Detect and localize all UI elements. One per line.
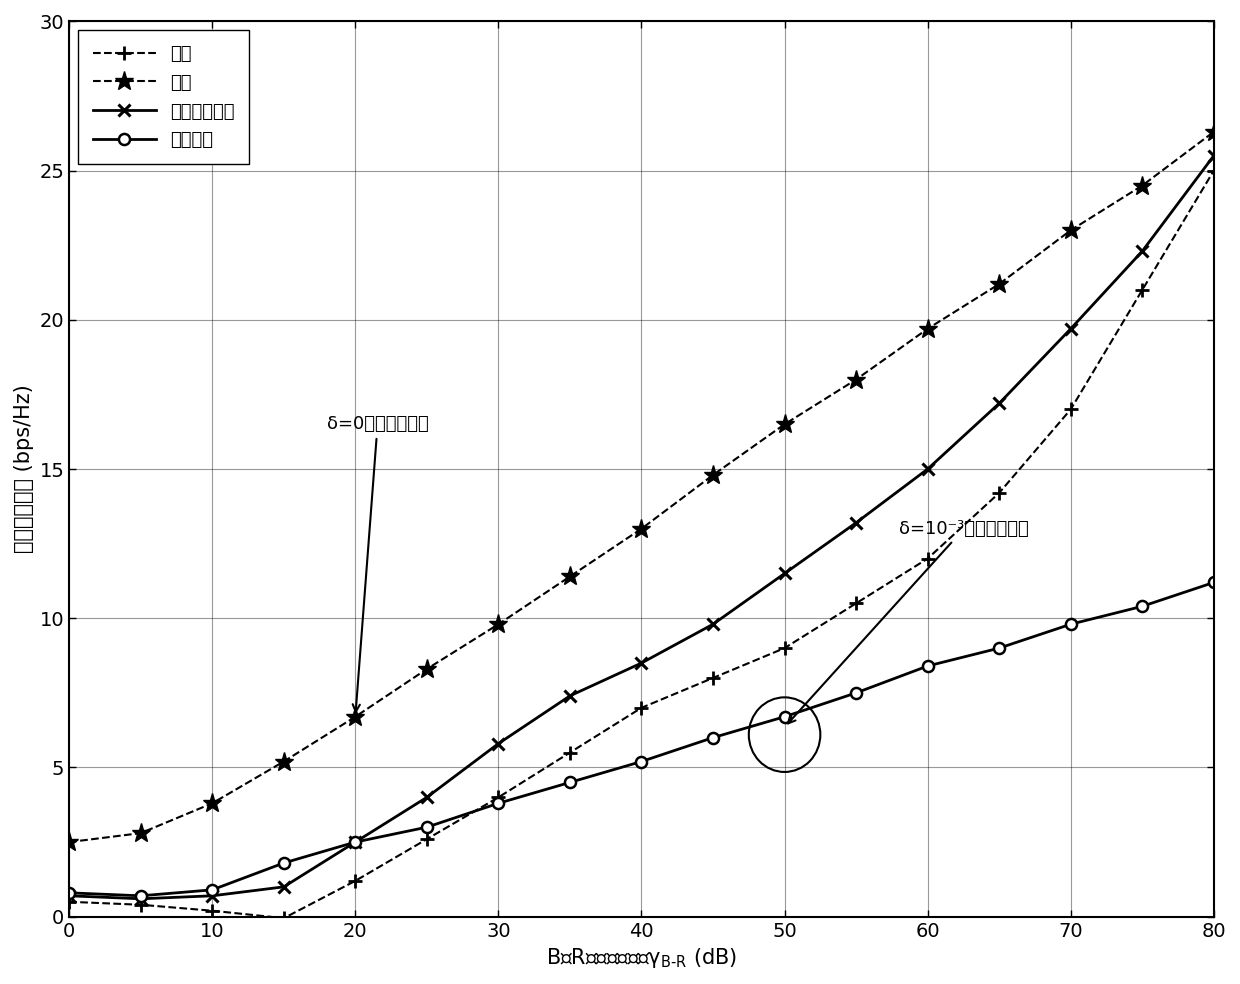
遍历安全速率 <box>133 892 148 904</box>
遍历安全速率 <box>62 890 77 901</box>
近似下界 <box>277 857 291 869</box>
下界 <box>777 643 792 654</box>
X-axis label: B到R的等效信噪比$\mathregular{\gamma_{B\text{-}R}}$ (dB): B到R的等效信噪比$\mathregular{\gamma_{B\text{-}… <box>546 946 737 970</box>
下界 <box>920 553 935 565</box>
近似下界 <box>706 732 720 744</box>
遍历安全速率 <box>848 517 863 528</box>
下界 <box>1063 403 1078 415</box>
遍历安全速率 <box>419 791 434 803</box>
下界 <box>1135 284 1149 296</box>
下界 <box>848 597 863 609</box>
遍历安全速率 <box>205 890 219 901</box>
下界 <box>419 833 434 845</box>
近似下界 <box>205 884 219 895</box>
近似下界 <box>348 836 363 848</box>
下界 <box>205 905 219 917</box>
近似下界 <box>992 643 1007 654</box>
Line: 下界: 下界 <box>62 163 1220 925</box>
上界 <box>348 710 363 722</box>
近似下界 <box>62 887 77 898</box>
上界 <box>133 828 148 839</box>
上界 <box>491 618 506 630</box>
上界 <box>1135 180 1149 192</box>
近似下界 <box>848 687 863 699</box>
近似下界 <box>1063 618 1078 630</box>
遍历安全速率 <box>1063 323 1078 335</box>
下界 <box>491 791 506 803</box>
上界 <box>634 523 649 534</box>
上界 <box>419 663 434 675</box>
近似下界 <box>419 822 434 833</box>
上界 <box>563 571 578 583</box>
上界 <box>62 836 77 848</box>
遍历安全速率 <box>1207 150 1221 161</box>
遍历安全速率 <box>920 463 935 475</box>
上界 <box>706 469 720 481</box>
近似下界 <box>133 890 148 901</box>
Text: δ=0时的安全速率: δ=0时的安全速率 <box>326 415 429 711</box>
近似下界 <box>1135 600 1149 612</box>
上界 <box>205 797 219 809</box>
上界 <box>277 756 291 768</box>
上界 <box>992 278 1007 290</box>
近似下界 <box>634 756 649 768</box>
下界 <box>277 912 291 924</box>
下界 <box>133 898 148 910</box>
Text: δ=10⁻³时的安全速率: δ=10⁻³时的安全速率 <box>787 520 1029 723</box>
上界 <box>777 418 792 430</box>
Line: 上界: 上界 <box>60 122 1224 852</box>
遍历安全速率 <box>348 836 363 848</box>
遍历安全速率 <box>777 568 792 580</box>
下界 <box>563 747 578 759</box>
下界 <box>992 487 1007 499</box>
Line: 遍历安全速率: 遍历安全速率 <box>63 150 1220 905</box>
近似下界 <box>920 660 935 672</box>
下界 <box>348 875 363 887</box>
Y-axis label: 最优安全速率 (bps/Hz): 最优安全速率 (bps/Hz) <box>14 385 33 553</box>
遍历安全速率 <box>277 881 291 892</box>
近似下界 <box>777 710 792 722</box>
遍历安全速率 <box>563 690 578 702</box>
遍历安全速率 <box>706 618 720 630</box>
下界 <box>634 702 649 713</box>
下界 <box>1207 164 1221 176</box>
近似下界 <box>1207 577 1221 588</box>
近似下界 <box>491 797 506 809</box>
遍历安全速率 <box>992 398 1007 409</box>
下界 <box>706 672 720 684</box>
上界 <box>848 374 863 386</box>
下界 <box>62 895 77 907</box>
上界 <box>920 323 935 335</box>
遍历安全速率 <box>1135 245 1149 257</box>
遍历安全速率 <box>634 657 649 669</box>
Legend: 下界, 上界, 遍历安全速率, 近似下界: 下界, 上界, 遍历安全速率, 近似下界 <box>78 31 249 163</box>
Line: 近似下界: 近似下界 <box>63 577 1219 901</box>
近似下界 <box>563 776 578 788</box>
上界 <box>1063 224 1078 236</box>
遍历安全速率 <box>491 738 506 750</box>
上界 <box>1207 126 1221 138</box>
